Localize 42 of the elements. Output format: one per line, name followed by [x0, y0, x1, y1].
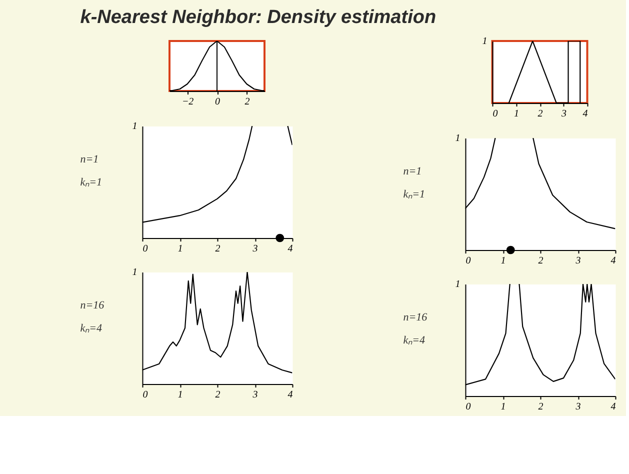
x-tick-label: 2: [215, 390, 220, 400]
text: n=1: [403, 166, 422, 178]
x-tick-label: 2: [538, 402, 544, 412]
x-tick-label: 0: [466, 402, 471, 412]
x-tick-label: 4: [610, 402, 616, 412]
chart-title: k-Nearest Neighbor: Density estimation: [80, 7, 436, 28]
x-tick-label: 3: [252, 390, 258, 400]
text: kₙ=1: [80, 176, 102, 189]
text: kₙ=4: [403, 334, 426, 347]
text: n=1: [80, 154, 99, 166]
text: 1: [455, 133, 460, 144]
x-tick-label: 0: [492, 108, 498, 120]
x-tick-label: 2: [244, 96, 250, 108]
x-tick-label: 2: [215, 244, 220, 254]
x-tick-label: 1: [178, 244, 183, 254]
x-tick-label: 4: [610, 256, 616, 266]
text: 1: [482, 36, 488, 47]
x-tick-label: 1: [178, 390, 183, 400]
x-tick-label: 2: [538, 108, 543, 120]
text: kₙ=1: [403, 188, 426, 201]
x-tick-label: 1: [514, 108, 519, 120]
text: 1: [455, 279, 460, 290]
x-tick-label: 4: [288, 244, 293, 254]
x-tick-label: 0: [466, 256, 471, 266]
text: n=16: [80, 300, 105, 312]
x-tick-label: 3: [560, 108, 566, 120]
text: 1: [132, 267, 138, 278]
x-tick-label: 3: [574, 256, 581, 266]
x-tick-label: 2: [538, 256, 544, 266]
x-tick-label: 0: [215, 96, 220, 108]
text: kₙ=4: [80, 322, 103, 335]
x-tick-label: 1: [500, 256, 506, 266]
x-tick-label: −2: [182, 96, 194, 108]
x-tick-label: 3: [574, 402, 581, 412]
x-tick-label: 3: [252, 244, 258, 254]
text: 1: [132, 121, 138, 132]
text: n=16: [403, 312, 428, 324]
x-tick-label: 4: [288, 390, 293, 400]
x-tick-label: 0: [142, 244, 148, 254]
x-tick-label: 0: [142, 390, 148, 400]
x-tick-label: 1: [500, 402, 506, 412]
x-tick-label: 4: [582, 108, 588, 120]
